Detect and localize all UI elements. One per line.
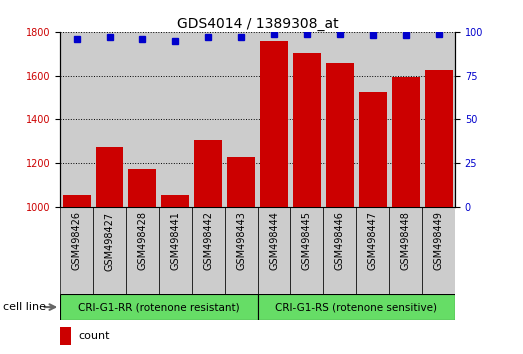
FancyBboxPatch shape: [60, 207, 93, 294]
Text: GSM498426: GSM498426: [72, 211, 82, 270]
Bar: [227, 157, 255, 207]
Bar: [192, 32, 225, 207]
Bar: [290, 32, 323, 207]
FancyBboxPatch shape: [159, 207, 192, 294]
FancyBboxPatch shape: [290, 207, 323, 294]
Text: GSM498442: GSM498442: [203, 211, 213, 270]
Text: GSM498446: GSM498446: [335, 211, 345, 270]
FancyBboxPatch shape: [389, 207, 422, 294]
Bar: [161, 195, 189, 207]
FancyBboxPatch shape: [323, 207, 356, 294]
Bar: [63, 195, 90, 207]
Bar: [60, 32, 93, 207]
Text: count: count: [78, 331, 109, 341]
Text: CRI-G1-RR (rotenone resistant): CRI-G1-RR (rotenone resistant): [78, 302, 240, 312]
Text: GSM498443: GSM498443: [236, 211, 246, 270]
FancyBboxPatch shape: [126, 207, 159, 294]
Text: GSM498448: GSM498448: [401, 211, 411, 270]
Bar: [93, 32, 126, 207]
Bar: [129, 169, 156, 207]
Bar: [126, 32, 159, 207]
Text: GSM498444: GSM498444: [269, 211, 279, 270]
Bar: [323, 32, 356, 207]
FancyBboxPatch shape: [257, 294, 455, 320]
Title: GDS4014 / 1389308_at: GDS4014 / 1389308_at: [177, 17, 338, 31]
Bar: [260, 41, 288, 207]
Bar: [359, 92, 386, 207]
FancyBboxPatch shape: [225, 207, 257, 294]
Text: GSM498447: GSM498447: [368, 211, 378, 270]
FancyBboxPatch shape: [60, 294, 257, 320]
Bar: [194, 140, 222, 207]
Bar: [225, 32, 257, 207]
Bar: [257, 32, 290, 207]
Bar: [293, 53, 321, 207]
FancyBboxPatch shape: [257, 207, 290, 294]
Bar: [389, 32, 422, 207]
FancyBboxPatch shape: [192, 207, 225, 294]
Text: GSM498449: GSM498449: [434, 211, 444, 270]
FancyBboxPatch shape: [356, 207, 389, 294]
Bar: [159, 32, 192, 207]
Text: GSM498427: GSM498427: [105, 211, 115, 270]
Bar: [422, 32, 455, 207]
Bar: [356, 32, 389, 207]
Bar: [60, 327, 71, 346]
Text: GSM498441: GSM498441: [170, 211, 180, 270]
Bar: [392, 77, 419, 207]
Text: GSM498428: GSM498428: [138, 211, 147, 270]
Bar: [96, 147, 123, 207]
Bar: [326, 63, 354, 207]
Text: cell line: cell line: [3, 302, 46, 312]
FancyBboxPatch shape: [93, 207, 126, 294]
Text: CRI-G1-RS (rotenone sensitive): CRI-G1-RS (rotenone sensitive): [275, 302, 437, 312]
Text: GSM498445: GSM498445: [302, 211, 312, 270]
Bar: [425, 70, 452, 207]
FancyBboxPatch shape: [422, 207, 455, 294]
